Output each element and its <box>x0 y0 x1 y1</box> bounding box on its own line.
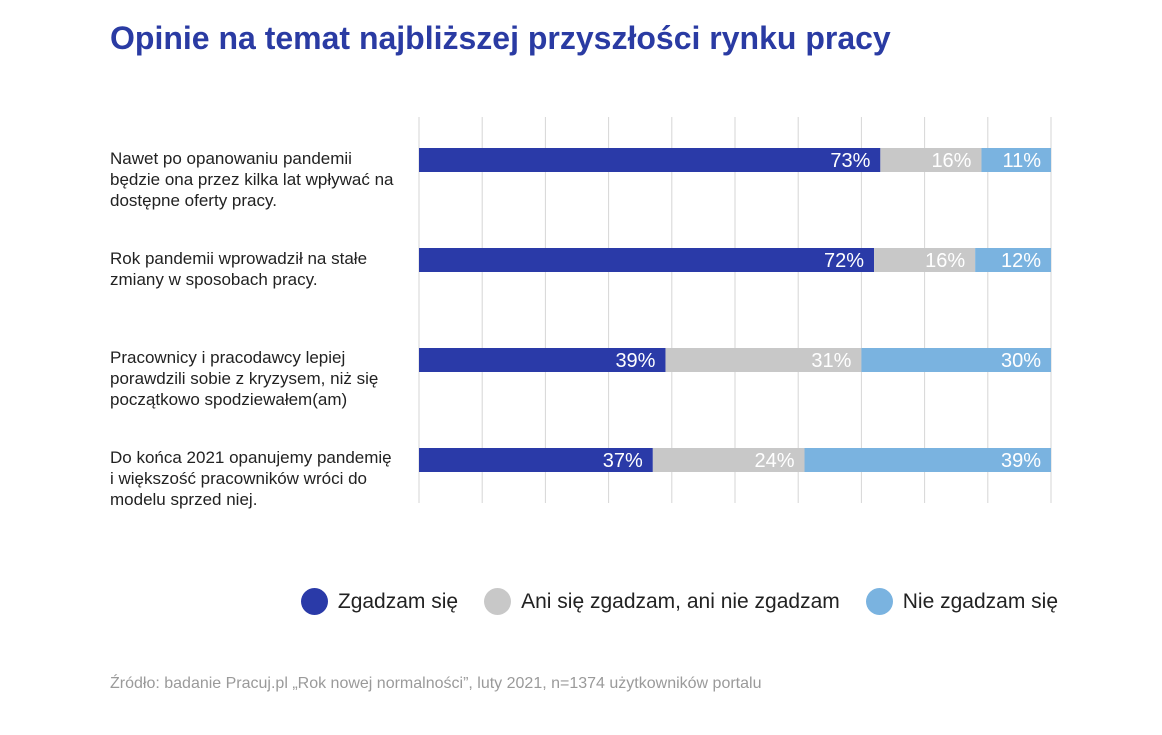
legend-label-disagree: Nie zgadzam się <box>902 589 1058 613</box>
chart-title: Opinie na temat najbliższej przyszłości … <box>110 20 891 56</box>
data-label: 24% <box>754 450 794 472</box>
stacked-bar-chart: 73% 16% 11% 72% 16% 12% 39% 31% 30% 37% 24% 39% <box>418 117 1052 503</box>
source-note: Źródło: badanie Pracuj.pl „Rok nowej nor… <box>110 675 762 692</box>
data-label: 37% <box>603 450 643 472</box>
bar-segment <box>804 448 1051 472</box>
category-label-1: Nawet po opanowaniu pandemii będzie ona … <box>110 149 394 210</box>
data-label: 30% <box>1001 350 1041 372</box>
legend: Zgadzam się Ani się zgadzam, ani nie zga… <box>275 588 1058 615</box>
data-label: 73% <box>830 150 870 172</box>
bar-segment <box>880 148 982 172</box>
data-label: 72% <box>824 250 864 272</box>
legend-item-neutral: Ani się zgadzam, ani nie zgadzam <box>484 588 840 615</box>
data-label: 39% <box>1001 450 1041 472</box>
data-label: 16% <box>931 150 971 172</box>
legend-label-neutral: Ani się zgadzam, ani nie zgadzam <box>521 589 840 613</box>
bar-segment <box>419 448 653 472</box>
bar-segment <box>874 248 976 272</box>
bar-segment <box>665 348 862 372</box>
bar-segment <box>975 248 1051 272</box>
data-label: 12% <box>1001 250 1041 272</box>
bar-segment <box>981 148 1051 172</box>
bar-segment <box>419 248 875 272</box>
data-label: 31% <box>811 350 851 372</box>
data-label: 39% <box>615 350 655 372</box>
data-label: 16% <box>925 250 965 272</box>
legend-swatch-agree <box>300 588 328 615</box>
legend-swatch-disagree <box>865 588 893 615</box>
legend-swatch-neutral <box>484 588 512 615</box>
legend-item-disagree: Nie zgadzam się <box>865 588 1058 615</box>
category-label-4: Do końca 2021 opanujemy pandemię i więks… <box>110 448 392 509</box>
bar-segment <box>419 148 881 172</box>
category-label-2: Rok pandemii wprowadził na stałe zmiany … <box>110 249 368 289</box>
bar-segment <box>419 348 666 372</box>
legend-label-agree: Zgadzam się <box>337 589 459 613</box>
bar-segment <box>652 448 805 472</box>
bar-segment <box>861 348 1051 372</box>
data-label: 11% <box>1002 150 1041 172</box>
category-label-3: Pracownicy i pracodawcy lepiej porawdzil… <box>110 348 379 409</box>
legend-item-agree: Zgadzam się <box>300 588 459 615</box>
